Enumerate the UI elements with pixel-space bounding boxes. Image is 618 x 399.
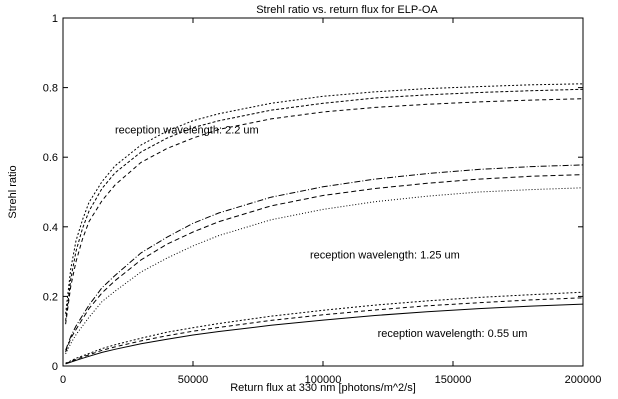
series-line-0.55-8 xyxy=(65,303,584,365)
axis-ticks: 0 50000 100000 150000 200000 0 0.2 0.4 0.6 0.8 1 xyxy=(43,13,602,386)
y-tick-label: 1 xyxy=(52,13,58,25)
plot-frame xyxy=(62,17,584,367)
y-tick-label: 0 xyxy=(52,361,58,373)
x-tick-label: 200000 xyxy=(565,374,602,386)
x-tick-label: 150000 xyxy=(435,374,472,386)
annotations: reception wavelength: 2.2 um reception wa… xyxy=(115,124,527,340)
series-line-1.25-4 xyxy=(65,174,584,353)
y-tick-label: 0.8 xyxy=(43,83,58,95)
y-tick-label: 0.2 xyxy=(43,291,58,303)
series-line-0.55-6 xyxy=(65,291,584,364)
series-line-1.25-5 xyxy=(65,187,584,355)
series-lines xyxy=(65,83,584,365)
annotation-label: reception wavelength: 1.25 um xyxy=(310,250,460,262)
y-axis-label: Strehl ratio xyxy=(7,165,19,218)
x-tick-label: 50000 xyxy=(178,374,209,386)
x-tick-label: 100000 xyxy=(305,374,342,386)
series-line-0.55-7 xyxy=(65,297,584,365)
x-tick-label: 0 xyxy=(60,374,66,386)
series-line-2.2-0 xyxy=(65,83,584,314)
y-tick-label: 0.6 xyxy=(43,152,58,164)
x-axis-label: Return flux at 330 nm [photons/m^2/s] xyxy=(230,382,416,394)
series-line-1.25-3 xyxy=(65,164,584,351)
annotation-label: reception wavelength: 2.2 um xyxy=(115,124,259,136)
series-line-2.2-1 xyxy=(65,88,584,321)
annotation-label: reception wavelength: 0.55 um xyxy=(378,328,528,340)
y-tick-label: 0.4 xyxy=(43,222,58,234)
chart-title: Strehl ratio vs. return flux for ELP-OA xyxy=(256,4,438,16)
